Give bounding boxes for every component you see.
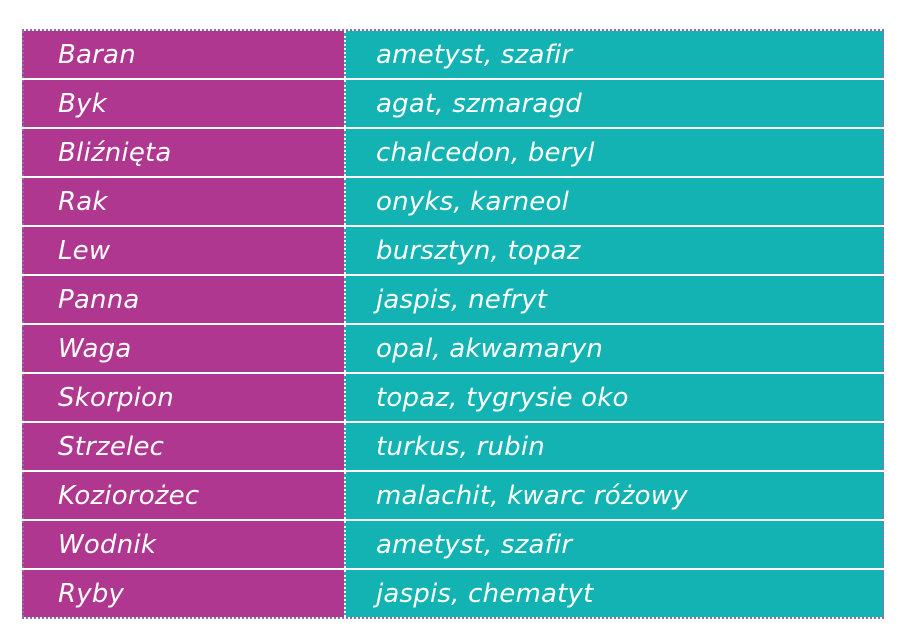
zodiac-sign-cell: Rak — [22, 178, 344, 225]
gemstones-cell: onyks, karneol — [344, 178, 884, 225]
table-row: Bliźnięta chalcedon, beryl — [22, 129, 884, 178]
zodiac-sign-cell: Bliźnięta — [22, 129, 344, 176]
gemstones-cell: topaz, tygrysie oko — [344, 374, 884, 421]
gemstones-cell: jaspis, chematyt — [344, 570, 884, 617]
zodiac-sign-cell: Strzelec — [22, 423, 344, 470]
table-row: Wodnik ametyst, szafir — [22, 521, 884, 570]
table-row: Koziorożec malachit, kwarc różowy — [22, 472, 884, 521]
gemstones-cell: turkus, rubin — [344, 423, 884, 470]
gemstones-cell: ametyst, szafir — [344, 521, 884, 568]
gemstones-cell: opal, akwamaryn — [344, 325, 884, 372]
zodiac-sign-cell: Wodnik — [22, 521, 344, 568]
gemstones-cell: jaspis, nefryt — [344, 276, 884, 323]
zodiac-gemstone-table: Baran ametyst, szafir Byk agat, szmaragd… — [22, 29, 884, 619]
table-row: Skorpion topaz, tygrysie oko — [22, 374, 884, 423]
gemstones-cell: chalcedon, beryl — [344, 129, 884, 176]
table-row: Baran ametyst, szafir — [22, 31, 884, 80]
table-row: Strzelec turkus, rubin — [22, 423, 884, 472]
zodiac-sign-cell: Baran — [22, 31, 344, 78]
table-row: Lew bursztyn, topaz — [22, 227, 884, 276]
zodiac-sign-cell: Skorpion — [22, 374, 344, 421]
gemstones-cell: agat, szmaragd — [344, 80, 884, 127]
zodiac-sign-cell: Lew — [22, 227, 344, 274]
table-row: Ryby jaspis, chematyt — [22, 570, 884, 619]
table-row: Panna jaspis, nefryt — [22, 276, 884, 325]
table-row: Rak onyks, karneol — [22, 178, 884, 227]
gemstones-cell: bursztyn, topaz — [344, 227, 884, 274]
table-row: Byk agat, szmaragd — [22, 80, 884, 129]
table-row: Waga opal, akwamaryn — [22, 325, 884, 374]
gemstones-cell: ametyst, szafir — [344, 31, 884, 78]
zodiac-sign-cell: Byk — [22, 80, 344, 127]
zodiac-sign-cell: Waga — [22, 325, 344, 372]
zodiac-sign-cell: Koziorożec — [22, 472, 344, 519]
zodiac-sign-cell: Ryby — [22, 570, 344, 617]
zodiac-sign-cell: Panna — [22, 276, 344, 323]
gemstones-cell: malachit, kwarc różowy — [344, 472, 884, 519]
